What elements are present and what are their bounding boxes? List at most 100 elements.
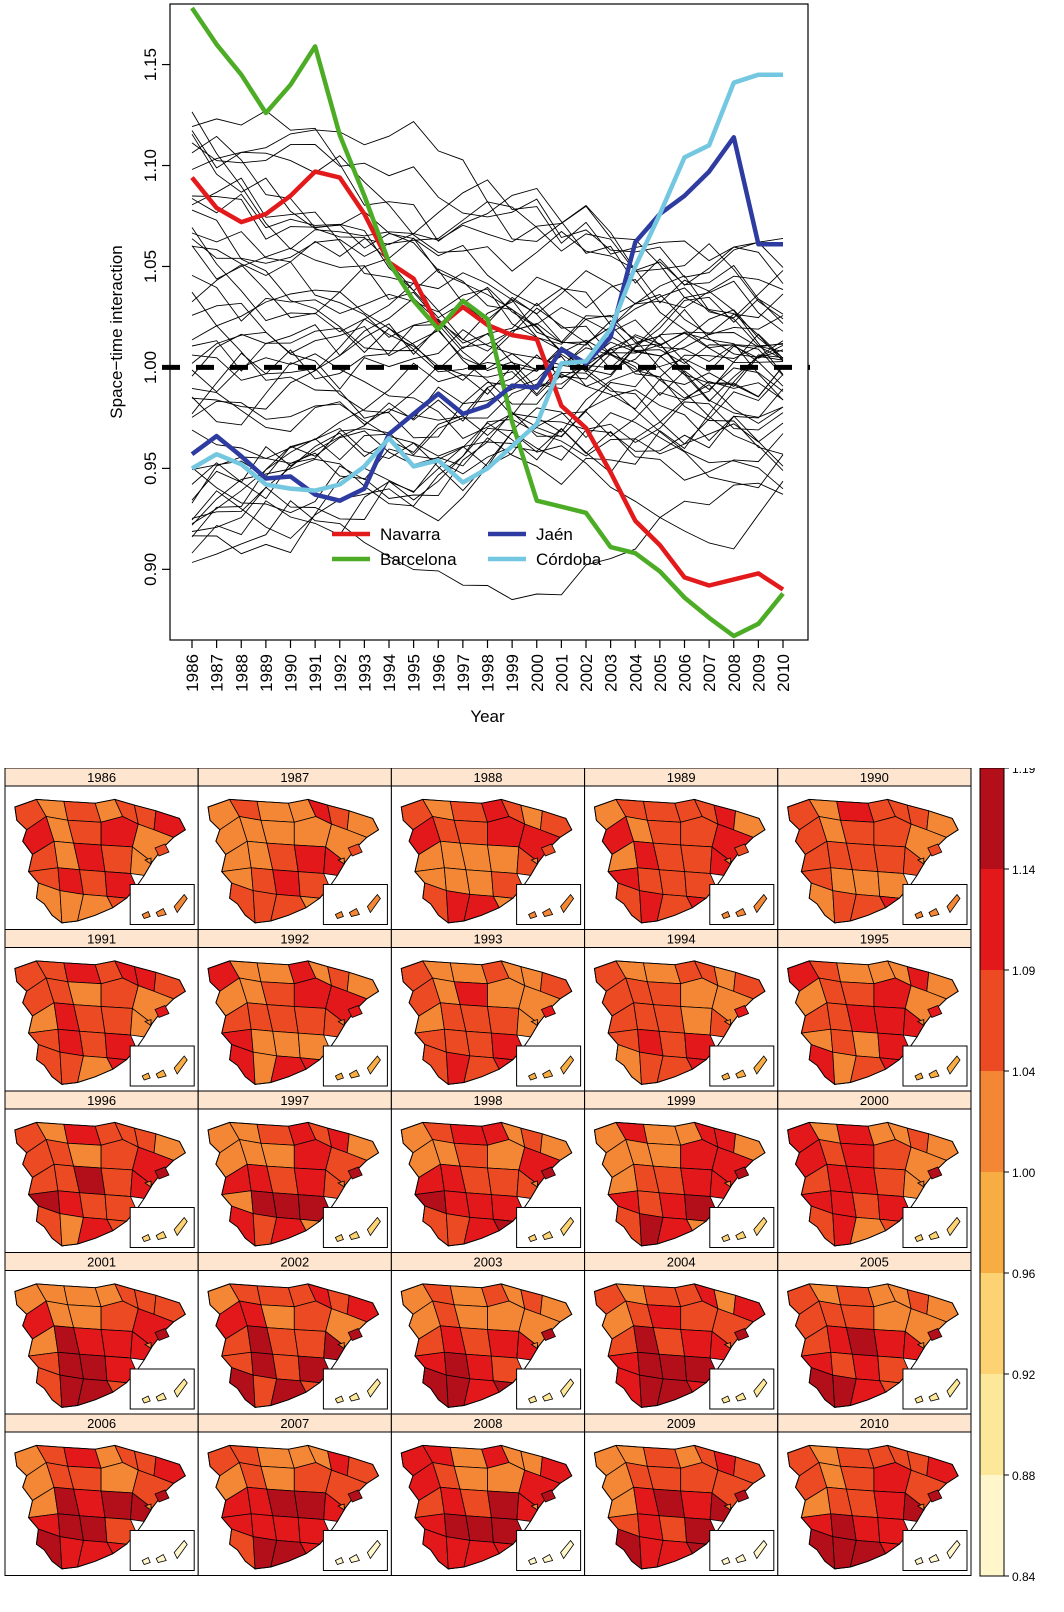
map-panel-1999: 1999 bbox=[584, 1090, 779, 1253]
colorbar-swatch bbox=[980, 1172, 1004, 1273]
x-tick-label: 1997 bbox=[454, 654, 473, 692]
panel-year-label: 2002 bbox=[280, 1255, 309, 1270]
background-series-line bbox=[191, 374, 784, 532]
spain-outline bbox=[787, 798, 959, 924]
province bbox=[293, 1139, 332, 1171]
canary-islands bbox=[141, 1055, 188, 1081]
province bbox=[293, 1006, 327, 1036]
spain-outline bbox=[593, 1121, 766, 1247]
legend-label: Jaén bbox=[536, 525, 573, 544]
panel-year-label: 1986 bbox=[87, 770, 116, 785]
spain-map bbox=[207, 960, 380, 1086]
province bbox=[465, 1192, 494, 1220]
canary-inset bbox=[902, 884, 968, 925]
province bbox=[79, 1192, 108, 1220]
background-series-line bbox=[191, 179, 784, 268]
colorbar-tick-label: 0.88 bbox=[1012, 1469, 1036, 1483]
colorbar-tick-label: 0.84 bbox=[1012, 1570, 1036, 1584]
canary-inset bbox=[516, 884, 582, 925]
legend: Navarra Barcelona Jaén Córdoba bbox=[332, 525, 602, 569]
spain-map bbox=[207, 798, 380, 924]
background-series-line bbox=[191, 297, 784, 377]
canary-inset bbox=[709, 1368, 775, 1410]
province bbox=[293, 1462, 332, 1494]
background-series-lines bbox=[191, 110, 784, 601]
highlighted-series-lines bbox=[190, 6, 785, 639]
balearic-islands bbox=[734, 1004, 750, 1019]
background-series-line bbox=[191, 245, 784, 378]
background-series-line bbox=[191, 264, 784, 381]
balearic-islands bbox=[154, 1166, 170, 1180]
spain-outline bbox=[787, 960, 959, 1085]
canary-islands bbox=[334, 1216, 381, 1242]
canary-inset bbox=[516, 1530, 582, 1571]
canary-islands bbox=[721, 1378, 768, 1404]
canary-islands bbox=[914, 1216, 961, 1242]
spain-map bbox=[593, 1283, 766, 1409]
canary-islands bbox=[528, 1378, 575, 1404]
province bbox=[100, 1329, 133, 1359]
background-series-line bbox=[191, 291, 784, 445]
balearic-islands bbox=[540, 1327, 556, 1342]
y-axis: 0.90 0.95 1.00 1.05 1.10 1.15 bbox=[141, 48, 170, 586]
line-chart: 0.900.951.001.051.101.15 1986 1987 1988 198… bbox=[107, 3, 810, 726]
background-series-line bbox=[191, 142, 784, 278]
balearic-islands bbox=[530, 1180, 538, 1188]
spain-map bbox=[14, 798, 186, 924]
province bbox=[680, 977, 719, 1009]
province bbox=[100, 1006, 133, 1036]
background-series-line bbox=[191, 151, 784, 304]
balearic-islands bbox=[337, 1341, 345, 1350]
spain-map bbox=[593, 1444, 766, 1570]
province bbox=[487, 1300, 526, 1332]
panel-year-label: 1994 bbox=[667, 932, 696, 947]
colorbar-tick-label: 0.92 bbox=[1012, 1368, 1036, 1382]
spain-outline bbox=[400, 798, 573, 924]
panel-year-label: 1987 bbox=[280, 770, 309, 785]
spain-map bbox=[593, 1121, 766, 1247]
balearic-islands bbox=[723, 1180, 731, 1188]
panel-year-label: 2004 bbox=[667, 1255, 696, 1270]
panel-strip bbox=[777, 1413, 972, 1433]
spain-outline bbox=[207, 1283, 380, 1408]
province bbox=[873, 1167, 906, 1197]
spain-map bbox=[400, 960, 573, 1086]
x-tick-label: 2002 bbox=[577, 654, 596, 692]
balearic-islands bbox=[337, 857, 345, 865]
spain-outline bbox=[593, 960, 766, 1085]
spain-outline bbox=[400, 1444, 573, 1570]
background-series-line bbox=[191, 270, 784, 432]
province bbox=[680, 1462, 719, 1494]
panel-year-label: 2008 bbox=[474, 1416, 503, 1431]
balearic-islands bbox=[927, 1166, 943, 1180]
panel-year-label: 1992 bbox=[280, 932, 309, 947]
province bbox=[873, 1462, 912, 1494]
province bbox=[487, 977, 526, 1009]
spain-map bbox=[400, 798, 573, 924]
province bbox=[100, 816, 139, 848]
balearic-islands bbox=[347, 1489, 363, 1503]
background-series-line bbox=[191, 427, 784, 550]
background-series-line bbox=[191, 276, 784, 410]
canary-islands bbox=[334, 1378, 381, 1404]
balearic-islands bbox=[723, 1018, 731, 1027]
map-panel-2008: 2008 bbox=[390, 1413, 586, 1576]
province bbox=[79, 1030, 108, 1059]
y-tick-label: 1.10 bbox=[141, 149, 160, 182]
x-tick-label: 1995 bbox=[405, 654, 424, 692]
map-panel-1993: 1993 bbox=[390, 929, 586, 1092]
x-tick-label: 1998 bbox=[479, 654, 498, 692]
panel-year-label: 2003 bbox=[474, 1255, 503, 1270]
x-tick-label: 2001 bbox=[552, 654, 571, 692]
balearic-islands bbox=[916, 1503, 925, 1511]
province bbox=[100, 1490, 133, 1520]
province bbox=[293, 1167, 327, 1197]
map-panel-2004: 2004 bbox=[584, 1252, 779, 1415]
canary-islands bbox=[528, 1216, 575, 1242]
spain-map bbox=[400, 1121, 573, 1247]
colorbar-swatch bbox=[980, 1273, 1004, 1374]
spain-outline bbox=[593, 798, 766, 924]
panel-year-label: 1997 bbox=[280, 1093, 309, 1108]
balearic-islands bbox=[927, 1327, 943, 1342]
panel-strip bbox=[777, 929, 972, 948]
